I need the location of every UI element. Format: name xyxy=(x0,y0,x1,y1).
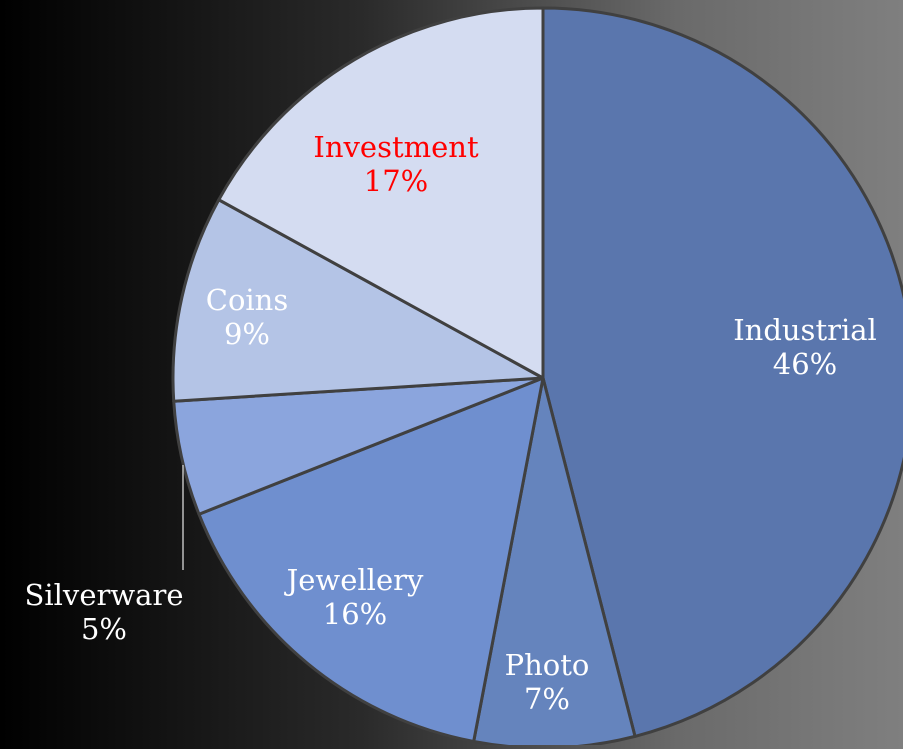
slice-value-coins: 9% xyxy=(224,317,270,351)
slice-label-industrial: Industrial xyxy=(733,313,877,347)
slice-label-silverware: Silverware xyxy=(25,578,184,612)
slice-value-investment: 17% xyxy=(364,164,428,198)
slice-label-investment: Investment xyxy=(313,130,479,164)
pie-slice-industrial xyxy=(541,6,903,738)
slice-label-coins: Coins xyxy=(206,283,288,317)
pie-slice-investment xyxy=(217,6,545,380)
slice-label-photo: Photo xyxy=(505,648,590,682)
slice-value-silverware: 5% xyxy=(81,612,127,646)
pie-slices xyxy=(171,6,903,749)
pie-slice-jewellery xyxy=(197,376,545,743)
pie-slice-coins xyxy=(171,198,545,403)
slice-value-industrial: 46% xyxy=(773,347,837,381)
slice-value-photo: 7% xyxy=(524,682,570,716)
slice-label-jewellery: Jewellery xyxy=(284,563,424,597)
slice-value-jewellery: 16% xyxy=(323,597,387,631)
